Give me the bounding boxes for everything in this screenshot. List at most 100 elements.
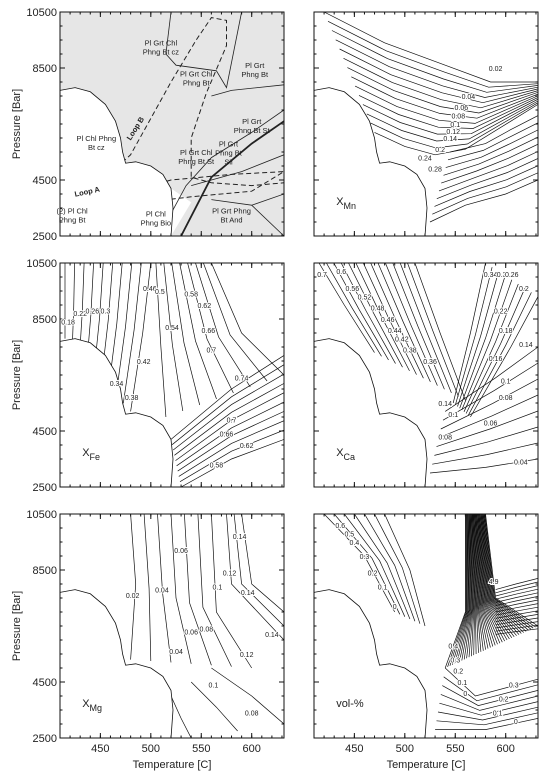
contour-line bbox=[495, 592, 538, 603]
y-tick-label: 10500 bbox=[26, 509, 57, 521]
contour-label: 0.14 bbox=[265, 632, 279, 639]
loop-path bbox=[79, 17, 284, 200]
contour-label: 0.1 bbox=[493, 711, 503, 718]
contour-line bbox=[439, 701, 538, 716]
x-tick-label: 500 bbox=[396, 743, 414, 755]
contour-line bbox=[323, 12, 538, 83]
contour-label: 0.6 bbox=[336, 269, 346, 276]
contour-line bbox=[476, 514, 501, 644]
contour-label: 0.4 bbox=[349, 540, 359, 547]
contour-label: 0.06 bbox=[455, 105, 469, 112]
contour-label: 0.3 bbox=[509, 683, 519, 690]
contour-line bbox=[472, 514, 479, 653]
contour-label: 0.22 bbox=[73, 311, 87, 318]
contour-label: 0.6 bbox=[335, 523, 345, 530]
contour-line bbox=[467, 292, 532, 416]
contour-label: 0.08 bbox=[199, 627, 213, 634]
field-label: Phng Bt St bbox=[234, 126, 271, 135]
contour-line bbox=[445, 346, 538, 412]
contour-label: 0.22 bbox=[494, 308, 508, 315]
contour-line bbox=[385, 263, 438, 386]
contour-label: 0.2 bbox=[435, 147, 445, 154]
contour-line bbox=[451, 514, 469, 665]
contour-line bbox=[429, 179, 538, 223]
y-tick-label: 4500 bbox=[33, 175, 57, 187]
x-tick-label: 600 bbox=[243, 743, 261, 755]
contour-label: 0.36 bbox=[423, 359, 437, 366]
contour-label: 0.06 bbox=[484, 420, 498, 427]
panel bbox=[60, 263, 284, 487]
contour-line bbox=[179, 263, 217, 400]
contour-label: 0.5 bbox=[155, 289, 165, 296]
field-label: Phng Bt St bbox=[178, 157, 215, 166]
y-tick-label: 8500 bbox=[33, 314, 57, 326]
contour-line bbox=[480, 514, 517, 636]
contour-label: 0.62 bbox=[240, 443, 254, 450]
contour-line bbox=[495, 628, 538, 635]
contour-line bbox=[470, 514, 475, 657]
contour-label: 4.9 bbox=[489, 579, 499, 586]
contour-line bbox=[331, 30, 538, 93]
contour-label: 0.34 bbox=[484, 272, 498, 279]
contour-line bbox=[472, 514, 482, 652]
contour-label: 0.14 bbox=[241, 590, 255, 597]
contour-line bbox=[184, 514, 212, 666]
contour-line bbox=[414, 263, 466, 401]
contour-label: 0.04 bbox=[155, 587, 169, 594]
contour-line bbox=[374, 514, 421, 624]
x-tick-label: 550 bbox=[192, 743, 210, 755]
contour-line bbox=[354, 85, 538, 124]
contour-label: 0 bbox=[463, 691, 467, 698]
contour-line bbox=[130, 514, 137, 660]
x-tick-label: 450 bbox=[345, 743, 363, 755]
contour-label: 0.12 bbox=[446, 129, 460, 136]
contour-line bbox=[407, 263, 459, 397]
contour-line bbox=[226, 514, 284, 641]
contour-line bbox=[495, 606, 538, 616]
contour-label: 0.08 bbox=[499, 395, 513, 402]
contour-label: 0.34 bbox=[110, 381, 124, 388]
contour-label: 0.02 bbox=[126, 593, 140, 600]
contour-line bbox=[384, 514, 426, 627]
contour-line bbox=[484, 514, 534, 629]
contour-line bbox=[432, 442, 538, 465]
contour-line bbox=[456, 514, 470, 663]
x-tick-label: 550 bbox=[446, 743, 464, 755]
contour-line bbox=[318, 263, 375, 353]
contour-label: 0.52 bbox=[358, 294, 372, 301]
panel bbox=[314, 263, 538, 487]
contour-label: 0.18 bbox=[499, 328, 513, 335]
contour-line bbox=[471, 514, 476, 656]
contour-line bbox=[474, 514, 489, 649]
field-label: Pl Grt bbox=[242, 117, 262, 126]
panel-label: XFe bbox=[82, 447, 100, 462]
panel-label-main: X bbox=[336, 196, 344, 208]
y-tick-label: 4500 bbox=[33, 426, 57, 438]
contour-label: 0.7 bbox=[227, 418, 237, 425]
contour-line bbox=[495, 603, 538, 613]
contour-label: 0.7 bbox=[317, 272, 327, 279]
contour-line bbox=[452, 263, 486, 404]
contour-label: 0 bbox=[514, 719, 518, 726]
panel-label: vol-% bbox=[336, 698, 364, 710]
contour-line bbox=[343, 57, 538, 109]
panel-label-sub: Ca bbox=[344, 452, 356, 462]
contour-label: 0.1 bbox=[378, 585, 388, 592]
contour-line bbox=[211, 667, 284, 725]
contour-line bbox=[175, 392, 284, 461]
field-label: Sil bbox=[224, 157, 233, 166]
contour-line bbox=[233, 514, 284, 627]
contour-label: 0.56 bbox=[346, 286, 360, 293]
contour-line bbox=[187, 263, 234, 394]
x-axis-title: Temperature [C] bbox=[133, 759, 212, 771]
x-tick-label: 450 bbox=[91, 743, 109, 755]
field-boundary bbox=[180, 120, 284, 236]
panel bbox=[314, 514, 538, 738]
contour-label: 0.44 bbox=[388, 328, 402, 335]
contour-line bbox=[130, 263, 152, 412]
field-label: Pl Grt bbox=[245, 61, 265, 70]
contour-line bbox=[171, 364, 284, 445]
y-axis-title: Pressure [Bar] bbox=[11, 591, 23, 661]
contour-line bbox=[476, 514, 498, 645]
